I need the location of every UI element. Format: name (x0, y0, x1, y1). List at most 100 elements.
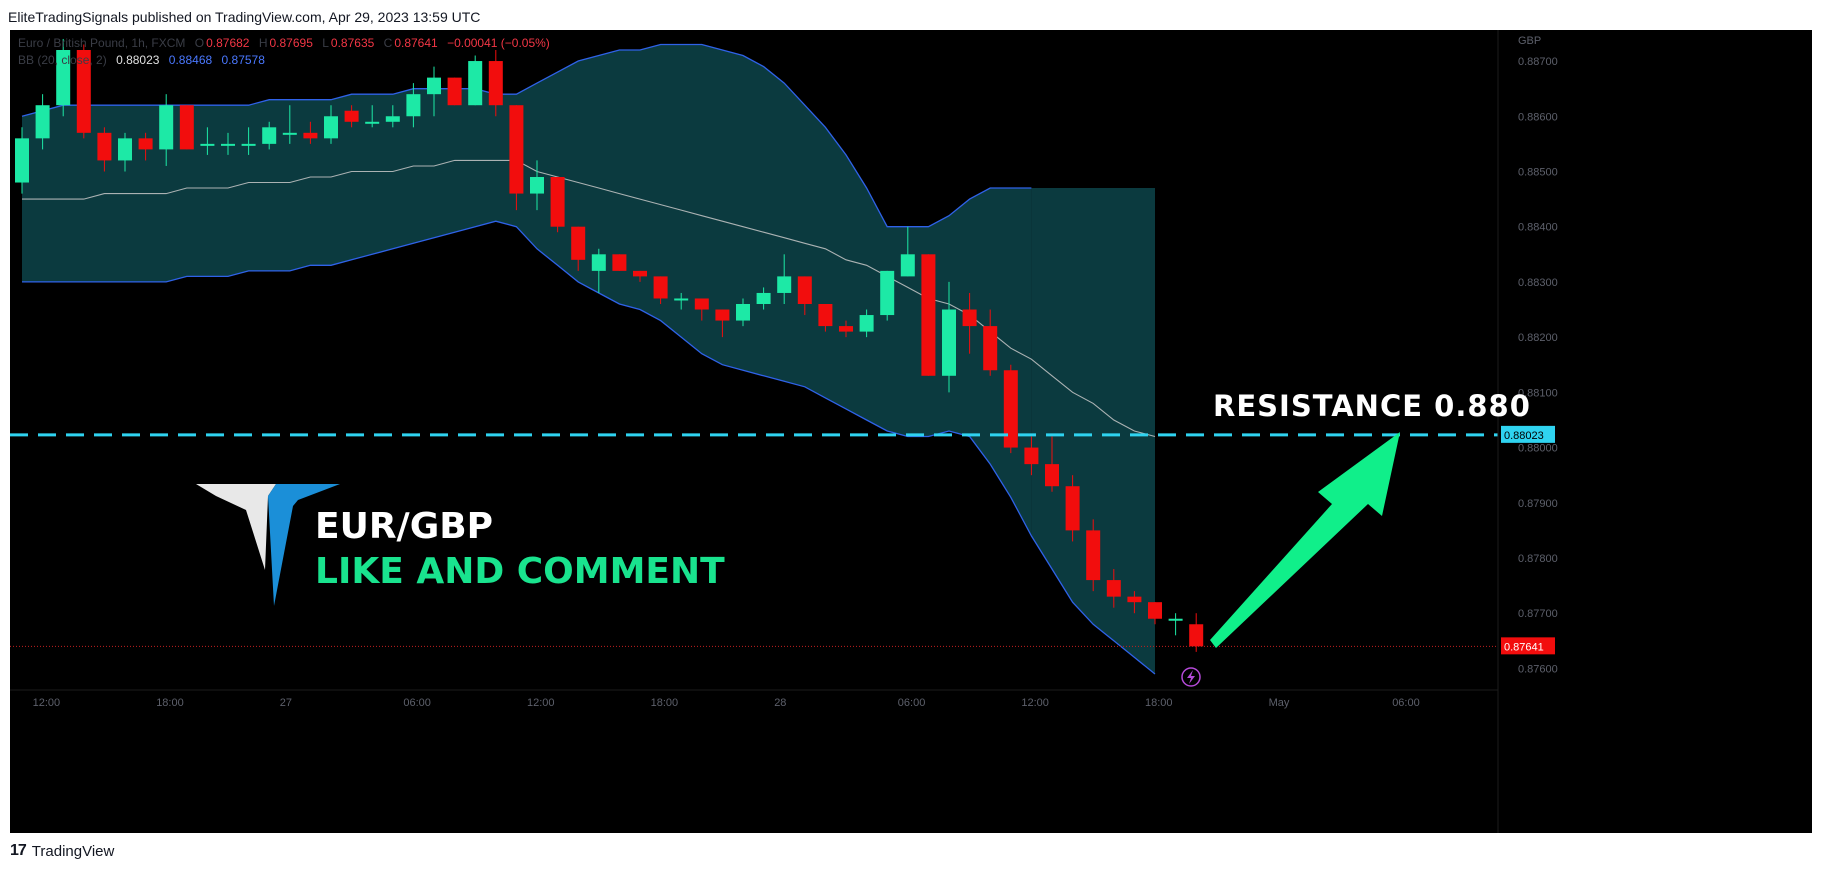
candle-body (1127, 596, 1142, 603)
candle-body (303, 132, 318, 139)
bollinger-band-fill (22, 44, 1155, 674)
candle[interactable] (468, 55, 483, 106)
candle-body (76, 50, 91, 133)
candle[interactable] (880, 270, 895, 321)
candle[interactable] (612, 254, 627, 271)
candle-body (406, 94, 421, 117)
candle-body (200, 143, 215, 146)
currency-label: GBP (1518, 35, 1541, 47)
legend-change: −0.00041 (−0.05%) (447, 36, 550, 50)
candle[interactable] (241, 127, 256, 155)
candle[interactable] (406, 83, 421, 128)
candle-body (15, 138, 29, 183)
candle[interactable] (179, 105, 194, 150)
candle-body (385, 116, 400, 122)
candle[interactable] (76, 44, 91, 139)
candle-body (633, 270, 647, 277)
candle[interactable] (530, 160, 544, 211)
candle[interactable] (674, 292, 689, 310)
candle[interactable] (385, 105, 400, 128)
bb-legend: BB (20, close, 2) 0.88023 0.88468 0.8757… (18, 53, 271, 67)
candle[interactable] (571, 226, 586, 271)
candle[interactable] (633, 270, 647, 282)
price-tick-label: 0.87700 (1518, 608, 1558, 620)
candle[interactable] (282, 105, 297, 144)
candle[interactable] (365, 105, 380, 128)
candle[interactable] (859, 309, 874, 338)
candle-body (262, 127, 277, 144)
candle[interactable] (200, 127, 215, 155)
logo-white-part (196, 484, 276, 570)
chart-area[interactable]: GBP 0.88700 0.88600 0.88500 0.88400 0.88300 0.… (10, 30, 1812, 833)
candle[interactable] (35, 94, 50, 150)
candle-body (1148, 602, 1162, 619)
candle[interactable] (900, 226, 915, 277)
candle[interactable] (221, 132, 235, 155)
candle[interactable] (818, 304, 833, 332)
legend-c-label: C (383, 36, 393, 50)
candle-body (118, 138, 132, 161)
candle[interactable] (1127, 591, 1142, 614)
candle-body (797, 276, 812, 304)
candle[interactable] (344, 105, 359, 128)
candle-body (241, 143, 256, 146)
candle[interactable] (324, 105, 338, 144)
time-tick-label: 18:00 (156, 697, 184, 709)
candle[interactable] (138, 132, 153, 161)
candle[interactable] (715, 309, 730, 338)
candle-body (97, 132, 112, 161)
candle[interactable] (97, 127, 112, 172)
candle[interactable] (303, 121, 318, 144)
candle-body (1024, 447, 1039, 465)
candle[interactable] (1168, 613, 1183, 636)
candle[interactable] (942, 281, 956, 393)
candle[interactable] (694, 298, 709, 321)
candle[interactable] (488, 50, 503, 117)
price-tick-label: 0.88000 (1518, 443, 1558, 455)
candle[interactable] (983, 309, 998, 376)
bb-lower-value: 0.87578 (221, 53, 265, 67)
candle[interactable] (777, 254, 792, 304)
candle[interactable] (839, 320, 853, 338)
legend-o-label: O (194, 36, 205, 50)
candle[interactable] (756, 287, 771, 310)
candle[interactable] (1065, 475, 1080, 542)
candlestick-chart[interactable]: GBP 0.88700 0.88600 0.88500 0.88400 0.88300 0.… (10, 30, 1812, 833)
candles (15, 38, 1204, 652)
candle[interactable] (1086, 519, 1101, 592)
candle[interactable] (797, 276, 812, 316)
candle[interactable] (1106, 569, 1121, 608)
candle[interactable] (1189, 613, 1204, 652)
candle[interactable] (1024, 436, 1039, 476)
legend-close: 0.87641 (394, 36, 438, 50)
price-tick-label: 0.88200 (1518, 332, 1558, 344)
candle[interactable] (550, 177, 565, 233)
candle[interactable] (1148, 602, 1162, 625)
candle-body (344, 110, 359, 122)
candle-body (427, 77, 441, 95)
candle[interactable] (118, 132, 132, 172)
price-tick-label: 0.87600 (1518, 663, 1558, 675)
price-tick-label: 0.88500 (1518, 166, 1558, 178)
candle[interactable] (962, 292, 977, 354)
price-tick-label: 0.87900 (1518, 498, 1558, 510)
candle[interactable] (736, 298, 750, 327)
candle[interactable] (447, 77, 462, 106)
candle[interactable] (427, 66, 441, 117)
candle[interactable] (159, 94, 174, 166)
lightning-icon[interactable] (1181, 667, 1201, 687)
candle[interactable] (653, 276, 668, 304)
candle[interactable] (1003, 364, 1018, 454)
candle[interactable] (509, 105, 524, 211)
candle[interactable] (262, 121, 277, 150)
lightning-icon-bolt (1187, 670, 1195, 684)
candle[interactable] (1045, 436, 1059, 492)
candle[interactable] (591, 248, 606, 293)
price-tick-label: 0.88100 (1518, 387, 1558, 399)
candle-body (756, 292, 771, 304)
resistance-price-badge (1501, 425, 1555, 443)
candle[interactable] (921, 254, 936, 376)
candle-body (921, 254, 936, 376)
candle[interactable] (56, 38, 71, 117)
candle[interactable] (15, 127, 29, 194)
